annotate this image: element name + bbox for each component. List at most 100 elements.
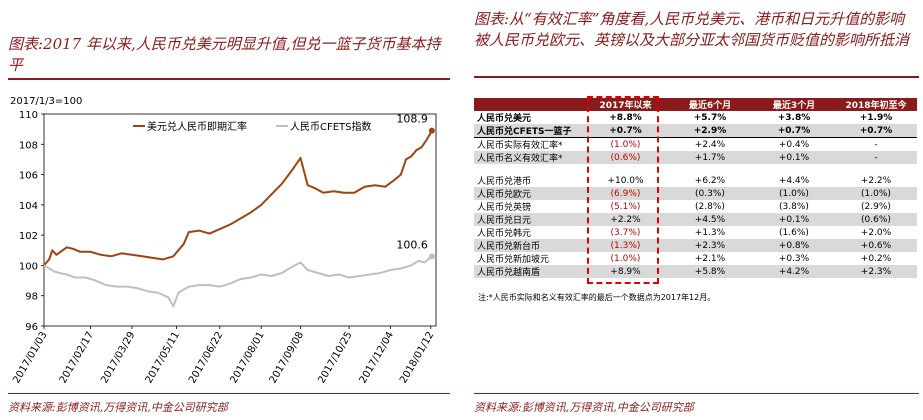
table-row: 人民币兑日元 +2.2% +4.5% +0.1% (0.6%) (474, 213, 917, 226)
table-footnote: 注:*人民币实际和名义有效汇率的最后一个数据点为2017年12月。 (478, 293, 716, 302)
value-cell: +1.9% (859, 112, 893, 123)
value-cell: (5.1%) (610, 201, 641, 212)
value-cell: (1.0%) (835, 187, 917, 200)
table-header-cell: 最近3个月 (753, 98, 835, 111)
table-row: 人民币兑港币 +10.0% +6.2% +4.4% +2.2% (474, 174, 917, 188)
x-axis: 2017/01/03 2017/02/17 2017/03/29 2017/05/11… (11, 326, 436, 385)
value-cell: (0.6%) (835, 213, 917, 226)
row-label: 人民币兑港币 (477, 177, 532, 187)
value-cell: (3.8%) (779, 201, 809, 212)
spacer-cell (474, 164, 917, 174)
y-tick-label: 110 (19, 110, 38, 121)
fx-change-table: 2017年以来 最近6个月 最近3个月 2018年初至今 人民币兑美元 +8.8%… (474, 98, 917, 278)
table-row: 人民币名义有效汇率* (0.6%) +1.7% +0.1% - (474, 151, 917, 164)
value-cell: +6.2% (694, 175, 726, 186)
value-cell: +2.2% (584, 213, 667, 226)
value-cell: +2.3% (667, 239, 753, 252)
value-cell: +2.1% (694, 253, 726, 264)
table-row: 人民币兑新加坡元 (1.0%) +2.1% +0.3% +0.2% (474, 252, 917, 266)
table-header-cell: 2018年初至今 (835, 98, 917, 111)
table-row: 人民币实际有效汇率* (1.0%) +2.4% +0.4% - (474, 138, 917, 152)
row-label: 人民币兑英镑 (477, 203, 532, 213)
table-row: 人民币兑韩元 (3.7%) +1.3% (1.6%) +2.0% (474, 226, 917, 240)
plot-frame (43, 113, 437, 327)
y-axis: 96 98 100 102 104 106 108 110 (19, 110, 44, 333)
row-label: 人民币兑新加坡元 (477, 255, 550, 265)
value-cell: +5.7% (693, 112, 727, 123)
value-cell: +0.2% (860, 253, 892, 264)
series-line (43, 255, 433, 308)
value-cell: +0.7% (753, 124, 835, 138)
left-title-rule (8, 78, 450, 80)
table-header-cell: 2017年以来 (584, 98, 667, 111)
right-panel-title: 图表:从“有效汇率”角度看,人民币兑美元、港币和日元升值的影响被人民币兑欧元、英… (474, 10, 910, 49)
value-cell: +8.9% (584, 265, 667, 278)
table-row: 人民币兑新台币 (1.3%) +2.3% +0.8% +0.6% (474, 239, 917, 252)
row-label: 人民币兑CFETS一篮子 (474, 124, 584, 138)
x-tick-label: 2017/09/08 (268, 330, 306, 385)
value-cell: +4.4% (778, 175, 810, 186)
x-tick-label: 2017/05/11 (144, 330, 182, 385)
value-cell: +8.8% (609, 112, 642, 123)
y-tick-label: 108 (19, 140, 38, 151)
value-cell: +0.4% (778, 139, 810, 150)
series-end-marker (428, 127, 435, 134)
value-cell: (6.9%) (584, 187, 667, 200)
value-cell: - (874, 139, 878, 150)
left-source: 资料来源:彭博资讯,万得资讯,中金公司研究部 (8, 401, 228, 414)
value-cell: +4.2% (753, 265, 835, 278)
chart-legend: 美元兑人民币即期汇率 人民币CFETS指数 (133, 120, 372, 133)
value-cell: +0.1% (753, 151, 835, 164)
legend-label: 美元兑人民币即期汇率 (147, 120, 247, 133)
value-cell: +2.0% (860, 227, 892, 238)
value-cell: (1.6%) (779, 227, 809, 238)
fx-line-chart: 2017/1/3=100 96 98 100 102 104 106 108 110 2017… (10, 96, 437, 385)
value-cell: (2.8%) (695, 201, 725, 212)
row-label: 人民币兑韩元 (477, 229, 532, 239)
value-cell: +0.1% (753, 213, 835, 226)
value-cell: +0.6% (835, 239, 917, 252)
value-cell: +5.8% (667, 265, 753, 278)
table-header-cell (474, 98, 584, 111)
row-label: 人民币名义有效汇率* (474, 151, 584, 164)
value-cell: (2.9%) (861, 201, 891, 212)
table-row: 人民币兑英镑 (5.1%) (2.8%) (3.8%) (2.9%) (474, 200, 917, 214)
value-cell: +10.0% (607, 175, 644, 186)
value-cell: (1.0%) (753, 187, 835, 200)
y-tick-label: 104 (19, 201, 38, 212)
table-row: 人民币兑CFETS一篮子 +0.7% +2.9% +0.7% +0.7% (474, 124, 917, 138)
x-tick-label: 2017/12/04 (358, 330, 396, 385)
value-cell: (1.3%) (584, 239, 667, 252)
series-end-label: 100.6 (396, 238, 428, 251)
right-source-rule (474, 393, 919, 394)
value-cell: (1.0%) (610, 139, 641, 150)
y-tick-label: 106 (19, 171, 38, 182)
row-label: 人民币兑欧元 (474, 187, 584, 200)
table-body: 人民币兑美元 +8.8% +5.7% +3.8% +1.9% 人民币兑CFETS一篮子 +0… (474, 111, 917, 278)
value-cell: - (835, 151, 917, 164)
row-label: 人民币兑美元 (477, 114, 532, 124)
table-row: 人民币兑欧元 (6.9%) (0.3%) (1.0%) (1.0%) (474, 187, 917, 200)
value-cell: +2.4% (694, 139, 726, 150)
chart-subtitle: 2017/1/3=100 (10, 96, 82, 107)
legend-label: 人民币CFETS指数 (290, 120, 372, 133)
row-label: 人民币兑日元 (474, 213, 584, 226)
x-tick-label: 2017/01/03 (11, 330, 49, 385)
value-cell: +2.2% (860, 175, 892, 186)
value-cell: +0.3% (778, 253, 810, 264)
value-cell: +1.7% (667, 151, 753, 164)
y-tick-label: 102 (19, 231, 38, 242)
x-tick-label: 2017/10/25 (316, 330, 354, 385)
value-cell: +3.8% (777, 112, 811, 123)
value-cell: (3.7%) (610, 227, 641, 238)
x-tick-label: 2018/01/12 (398, 330, 436, 385)
row-label: 人民币兑越南盾 (474, 265, 584, 278)
x-tick-label: 2017/06/22 (187, 330, 225, 385)
value-cell: +4.5% (667, 213, 753, 226)
table-header-row: 2017年以来 最近6个月 最近3个月 2018年初至今 (474, 98, 917, 111)
row-label: 人民币兑新台币 (474, 239, 584, 252)
left-source-rule (8, 393, 450, 394)
series-end-marker (428, 253, 435, 260)
series-layer: 108.9 100.6 (43, 113, 435, 308)
x-tick-label: 2017/08/01 (228, 330, 266, 385)
